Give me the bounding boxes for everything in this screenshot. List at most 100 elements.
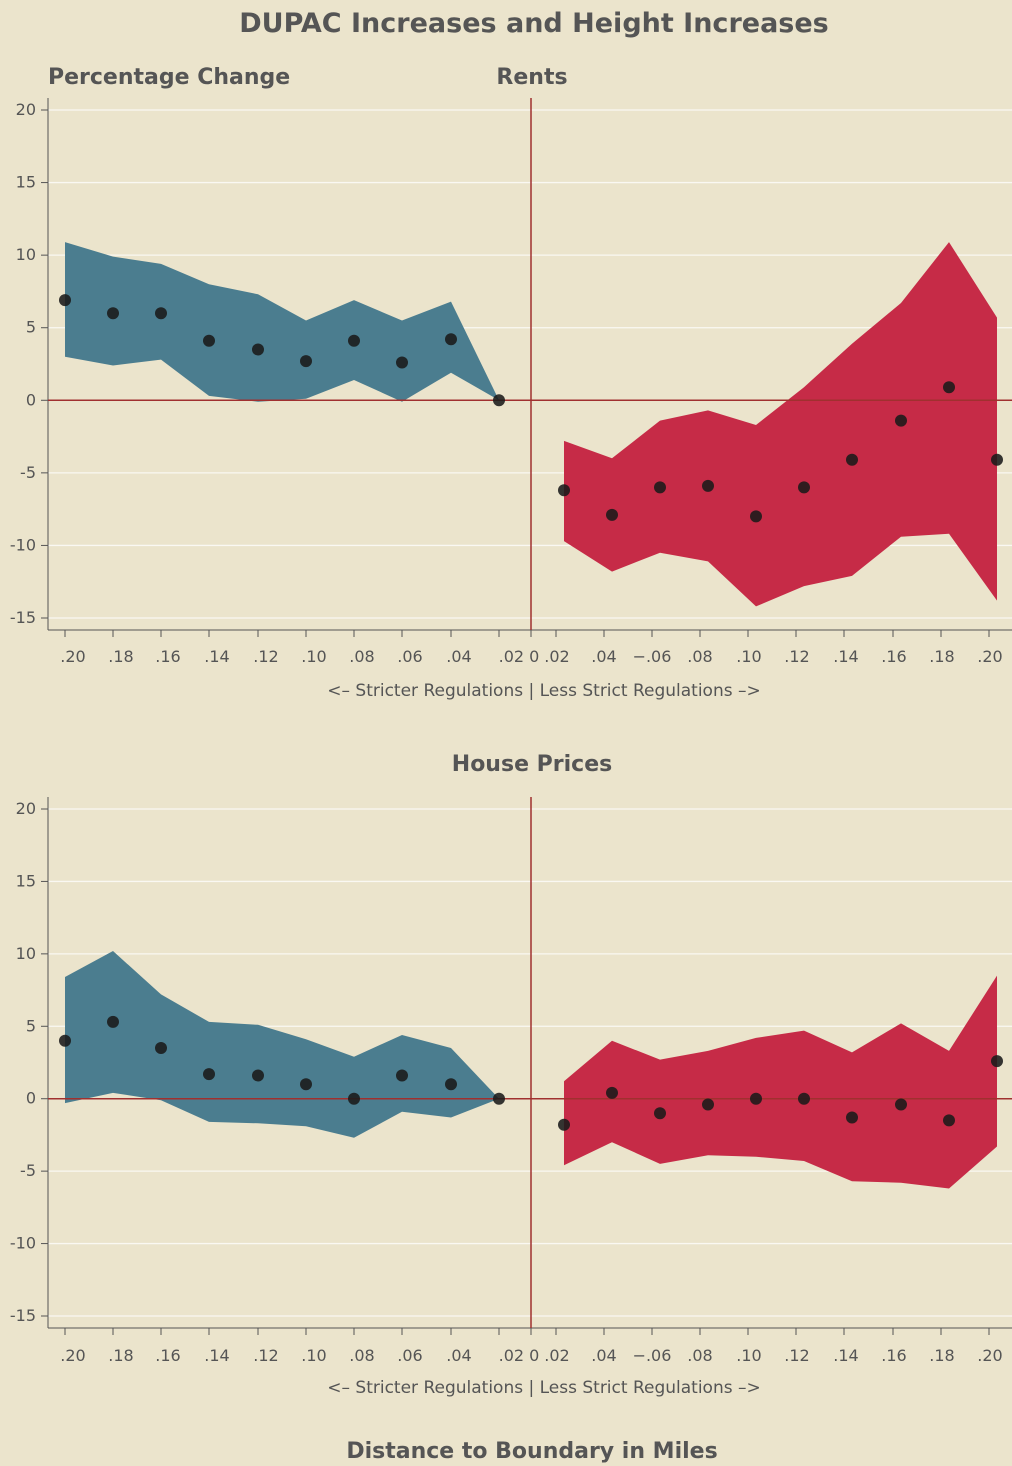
x-tick-label: −.06 bbox=[633, 647, 672, 666]
x-tick-label: .16 bbox=[881, 647, 906, 666]
x-tick-label: .08 bbox=[687, 1346, 712, 1365]
x-tick-label: .20 bbox=[977, 1346, 1002, 1365]
point-estimate-right bbox=[654, 1107, 666, 1120]
point-estimate-right bbox=[798, 481, 810, 494]
x-tick-label: .10 bbox=[736, 647, 761, 666]
point-estimate-right bbox=[750, 1092, 762, 1105]
chart-panels: Rents 20 15 10 5 0 -5 -10 -15 .20 .18 .16 .14 .12 .10.… bbox=[10, 65, 1012, 1398]
point-estimate-left bbox=[445, 333, 457, 346]
confidence-band-left bbox=[65, 242, 499, 402]
point-estimate-left bbox=[155, 1042, 167, 1054]
x-tick-label: .14 bbox=[204, 647, 229, 666]
x-tick-label: .10 bbox=[301, 1346, 326, 1365]
x-tick-label: .20 bbox=[977, 647, 1002, 666]
y-tick-label: 20 bbox=[16, 100, 36, 119]
point-estimate-left bbox=[493, 394, 505, 407]
point-estimate-left bbox=[107, 1015, 119, 1028]
y-tick-label: 15 bbox=[16, 173, 36, 192]
x-tick-label: .16 bbox=[155, 1346, 180, 1365]
chart-panel-2: House Prices 20 15 10 5 0 -5 -10 -15 .20 .18 .16 .14… bbox=[10, 752, 1012, 1398]
x-tick-label: .18 bbox=[108, 647, 133, 666]
y-tick-label: -10 bbox=[10, 535, 36, 554]
x-tick-label: .04 bbox=[446, 647, 471, 666]
point-estimate-right bbox=[654, 481, 666, 494]
point-estimate-left bbox=[252, 1069, 264, 1082]
x-caption: <– Stricter Regulations | Less Strict Re… bbox=[327, 681, 760, 701]
y-tick-label: 10 bbox=[16, 944, 36, 963]
point-estimate-right bbox=[991, 1055, 1003, 1068]
point-estimate-right bbox=[991, 453, 1003, 466]
point-estimate-left bbox=[203, 1068, 215, 1081]
point-estimate-right bbox=[943, 1114, 955, 1127]
x-tick-label: .04 bbox=[591, 1346, 616, 1365]
point-estimate-right bbox=[798, 1092, 810, 1105]
point-estimate-left bbox=[203, 334, 215, 347]
confidence-band-right bbox=[564, 975, 997, 1189]
confidence-band-left bbox=[65, 951, 499, 1138]
y-tick-label: 5 bbox=[26, 318, 36, 337]
y-axis-title: Percentage Change bbox=[48, 65, 290, 90]
x-tick-label: .02 bbox=[544, 647, 569, 666]
y-tick-label: 20 bbox=[16, 799, 36, 818]
x-tick-label: .08 bbox=[349, 1346, 374, 1365]
point-estimate-right bbox=[702, 1098, 714, 1111]
point-estimate-left bbox=[155, 307, 167, 320]
x-tick-label: .14 bbox=[204, 1346, 229, 1365]
x-tick-label: .20 bbox=[60, 647, 85, 666]
point-estimate-right bbox=[558, 1118, 570, 1131]
y-tick-label: 10 bbox=[16, 245, 36, 264]
point-estimate-left bbox=[107, 307, 119, 320]
point-estimate-left bbox=[396, 356, 408, 369]
point-estimate-left bbox=[300, 1078, 312, 1091]
confidence-band-right bbox=[564, 242, 997, 607]
chart-panel-1: Rents 20 15 10 5 0 -5 -10 -15 .20 .18 .16 .14 .12 .10.… bbox=[10, 65, 1012, 701]
point-estimate-right bbox=[846, 453, 858, 466]
x-tick-label: .12 bbox=[784, 1346, 809, 1365]
x-tick-label: −.06 bbox=[633, 1346, 672, 1365]
x-tick-label: .08 bbox=[349, 647, 374, 666]
y-tick-label: 0 bbox=[26, 1089, 36, 1108]
x-tick-label: .02 0 bbox=[499, 647, 540, 666]
point-estimate-right bbox=[943, 381, 955, 394]
point-estimate-right bbox=[750, 510, 762, 523]
y-tick-label: -15 bbox=[10, 608, 36, 627]
point-estimate-left bbox=[59, 1034, 71, 1047]
x-tick-label: .14 bbox=[833, 647, 858, 666]
y-tick-label: -10 bbox=[10, 1234, 36, 1253]
point-estimate-right bbox=[702, 479, 714, 492]
point-estimate-right bbox=[895, 1098, 907, 1111]
x-tick-label: .10 bbox=[736, 1346, 761, 1365]
x-tick-label: .18 bbox=[929, 647, 954, 666]
x-tick-label: .16 bbox=[155, 647, 180, 666]
y-tick-label: 0 bbox=[26, 390, 36, 409]
x-tick-label: .12 bbox=[784, 647, 809, 666]
point-estimate-right bbox=[606, 1086, 618, 1099]
point-estimate-right bbox=[558, 484, 570, 497]
y-tick-label: -15 bbox=[10, 1306, 36, 1325]
point-estimate-right bbox=[895, 414, 907, 427]
point-estimate-left bbox=[493, 1092, 505, 1105]
x-tick-label: .04 bbox=[446, 1346, 471, 1365]
point-estimate-left bbox=[396, 1069, 408, 1082]
y-tick-label: -5 bbox=[20, 1161, 36, 1180]
x-tick-label: .20 bbox=[60, 1346, 85, 1365]
point-estimate-right bbox=[606, 508, 618, 521]
point-estimate-left bbox=[300, 355, 312, 368]
x-tick-label: .08 bbox=[687, 647, 712, 666]
point-estimate-left bbox=[348, 334, 360, 347]
point-estimate-left bbox=[445, 1078, 457, 1091]
x-tick-label: .18 bbox=[108, 1346, 133, 1365]
point-estimate-left bbox=[252, 343, 264, 356]
point-estimate-left bbox=[59, 294, 71, 307]
x-tick-label: .12 bbox=[253, 647, 278, 666]
x-caption: <– Stricter Regulations | Less Strict Re… bbox=[327, 1378, 760, 1398]
x-tick-label: .14 bbox=[833, 1346, 858, 1365]
x-axis-title: Distance to Boundary in Miles bbox=[346, 1439, 717, 1464]
x-tick-label: .10 bbox=[301, 647, 326, 666]
point-estimate-left bbox=[348, 1092, 360, 1105]
x-tick-label: .18 bbox=[929, 1346, 954, 1365]
x-tick-label: .06 bbox=[397, 647, 422, 666]
x-tick-label: .12 bbox=[253, 1346, 278, 1365]
